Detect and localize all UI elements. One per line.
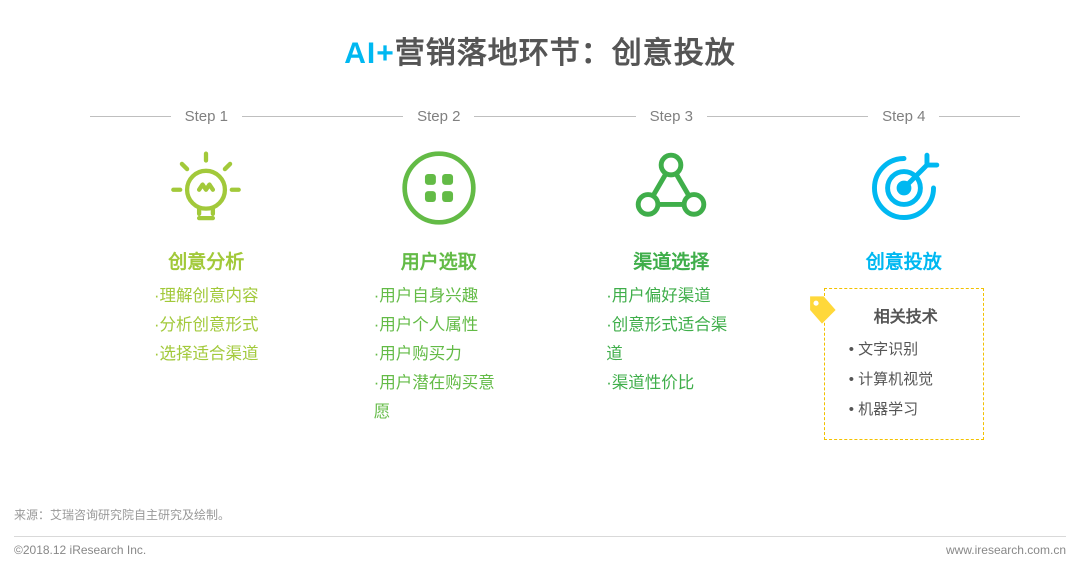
tech-title: 相关技术 — [849, 303, 963, 327]
page-title: AI+营销落地环节：创意投放 — [0, 0, 1080, 72]
step-title: 用户选取 — [401, 247, 477, 274]
steps-row: Step 1 创意分析 理解创意内容 分析创意形式 选择适合渠道 Step 2 — [0, 108, 1080, 440]
step-header: Step 3 — [555, 108, 788, 125]
source-note: 来源：艾瑞咨询研究院自主研究及绘制。 — [14, 506, 230, 523]
step-header: Step 2 — [323, 108, 556, 125]
step-title: 创意分析 — [168, 247, 244, 274]
step-title: 创意投放 — [866, 247, 942, 274]
step-label: Step 4 — [868, 108, 939, 125]
list-item: 文字识别 — [849, 335, 963, 365]
step-3: Step 3 渠道选择 用户偏好渠道 创意形式适合渠道 渠道性价比 — [555, 108, 788, 440]
step-header: Step 1 — [90, 108, 323, 125]
list-item: 理解创意内容 — [154, 282, 259, 311]
lightbulb-icon — [163, 143, 249, 233]
list-item: 分析创意形式 — [154, 311, 259, 340]
divider — [474, 116, 555, 117]
list-item: 创意形式适合渠道 — [606, 311, 736, 369]
copyright: ©2018.12 iResearch Inc. — [14, 543, 146, 557]
step-list: 理解创意内容 分析创意形式 选择适合渠道 — [154, 282, 259, 369]
list-item: 用户自身兴趣 — [374, 282, 504, 311]
divider — [90, 116, 171, 117]
step-2: Step 2 用户选取 用户自身兴趣 用户个人属性 用户购买力 用户潜在购买意愿 — [323, 108, 556, 440]
list-item: 渠道性价比 — [606, 369, 736, 398]
target-icon — [863, 143, 945, 233]
step-list: 用户自身兴趣 用户个人属性 用户购买力 用户潜在购买意愿 — [374, 282, 504, 426]
list-item: 选择适合渠道 — [154, 340, 259, 369]
step-1: Step 1 创意分析 理解创意内容 分析创意形式 选择适合渠道 — [90, 108, 323, 440]
website-url: www.iresearch.com.cn — [946, 543, 1066, 557]
step-label: Step 1 — [171, 108, 242, 125]
list-item: 计算机视觉 — [849, 365, 963, 395]
footer-divider — [14, 536, 1066, 537]
grid-circle-icon — [400, 143, 478, 233]
title-accent: AI+ — [344, 37, 395, 70]
tech-list: 文字识别 计算机视觉 机器学习 — [849, 335, 963, 425]
list-item: 用户购买力 — [374, 340, 504, 369]
network-icon — [630, 143, 712, 233]
step-header: Step 4 — [788, 108, 1021, 125]
tag-icon — [805, 293, 839, 327]
step-title: 渠道选择 — [633, 247, 709, 274]
step-4: Step 4 创意投放 相关技术 — [788, 108, 1021, 440]
list-item: 用户潜在购买意愿 — [374, 369, 504, 427]
list-item: 用户个人属性 — [374, 311, 504, 340]
list-item: 用户偏好渠道 — [606, 282, 736, 311]
step-list: 用户偏好渠道 创意形式适合渠道 渠道性价比 — [606, 282, 736, 398]
divider — [555, 116, 636, 117]
divider — [707, 116, 788, 117]
step-label: Step 2 — [403, 108, 474, 125]
divider — [242, 116, 323, 117]
tech-box: 相关技术 文字识别 计算机视觉 机器学习 — [824, 288, 984, 440]
step-label: Step 3 — [636, 108, 707, 125]
divider — [323, 116, 404, 117]
divider — [788, 116, 869, 117]
divider — [939, 116, 1020, 117]
title-rest: 营销落地环节：创意投放 — [395, 37, 736, 70]
list-item: 机器学习 — [849, 395, 963, 425]
